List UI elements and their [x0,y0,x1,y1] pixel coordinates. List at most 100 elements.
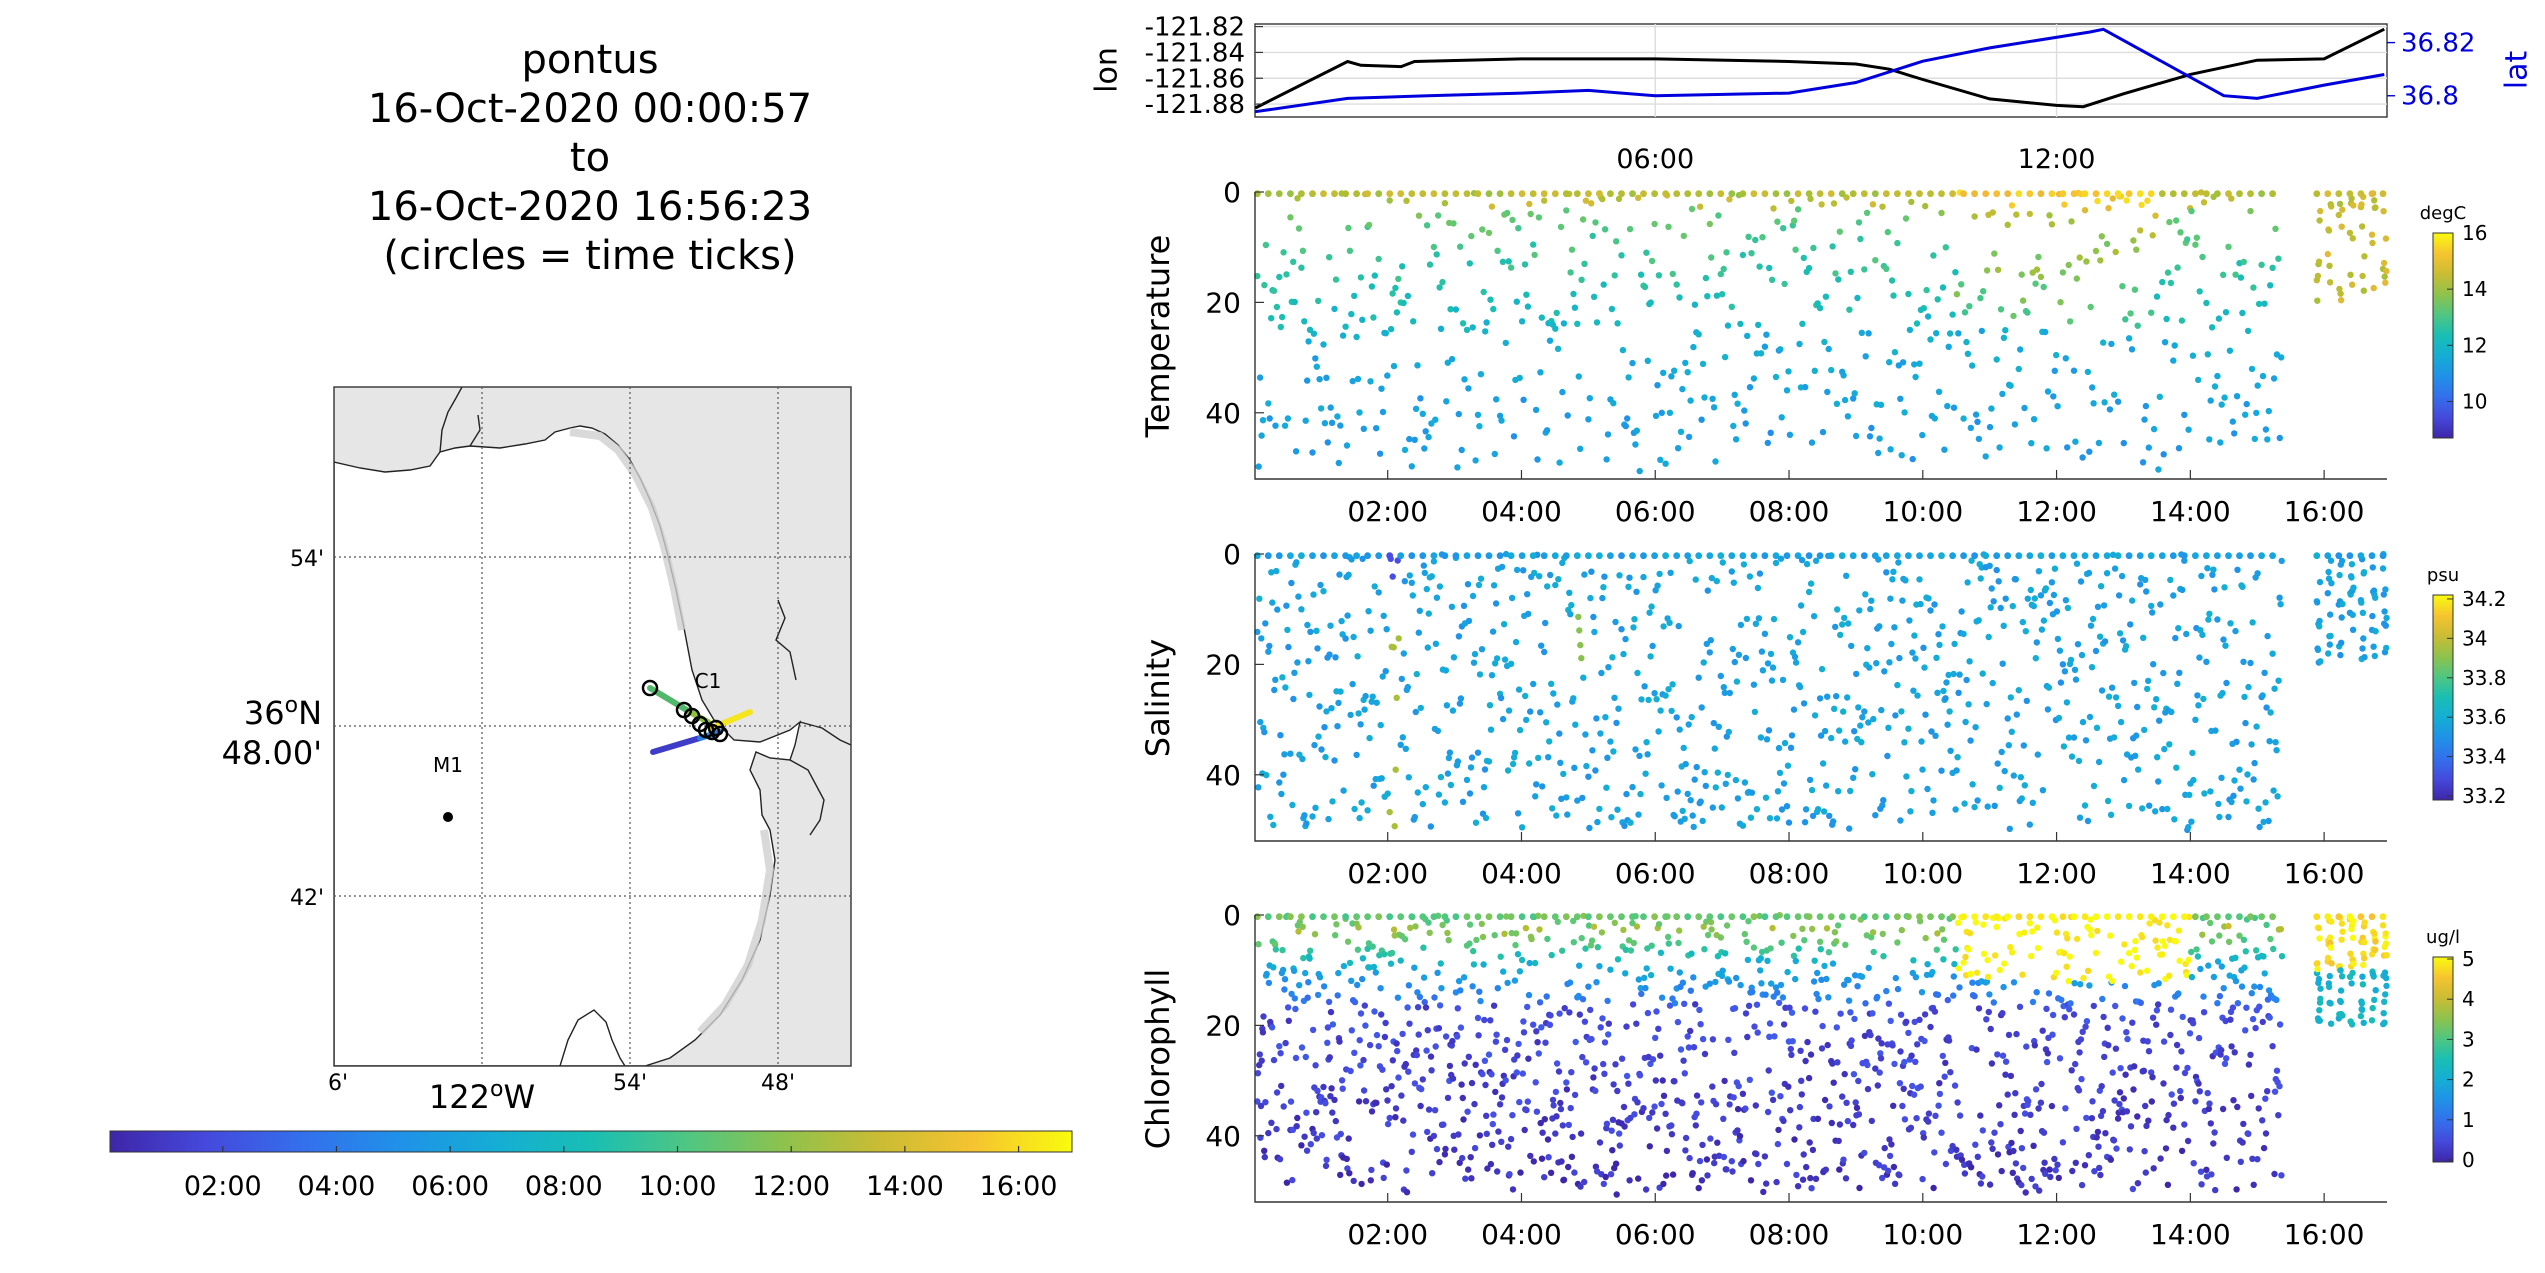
data-point [2092,913,2100,921]
data-point [1784,762,1792,769]
data-point [1818,201,1825,208]
data-point [2166,741,2173,748]
data-point [1405,774,1413,781]
data-point [2212,727,2219,734]
data-point [2234,1103,2241,1111]
data-point [2260,1144,2268,1152]
data-point [2116,630,2124,637]
data-point [1350,633,1357,641]
data-point [1847,787,1854,795]
data-point [2138,201,2145,209]
data-point [1505,258,1512,265]
data-point [2174,680,2181,687]
data-point [1459,1094,1467,1102]
data-point [1431,1107,1439,1114]
data-point [1864,1085,1872,1093]
x-tick-label: 14:00 [2150,857,2231,890]
data-point [1752,236,1759,244]
data-point [1278,790,1285,798]
data-point [2359,1006,2366,1013]
data-point [1397,552,1405,560]
data-point [1588,200,1595,207]
data-point [1490,1111,1497,1118]
data-point [2131,946,2138,954]
map-lat-label-54: 54' [290,547,324,572]
data-point [2223,1154,2230,1162]
data-point [1916,913,1923,921]
data-point [1651,220,1658,228]
data-point [1856,607,1863,614]
data-point [2205,616,2212,623]
data-point [1876,623,1883,630]
data-point [2073,1125,2080,1133]
data-point [1371,1008,1378,1015]
data-point [2192,913,2199,921]
data-point [1983,700,1990,708]
data-point [2059,661,2067,668]
data-point [1699,1035,1707,1043]
data-point [1623,1023,1630,1030]
data-point [2041,1159,2048,1166]
data-point [1291,995,1299,1002]
data-point [1587,1006,1594,1014]
data-point [1494,1168,1501,1175]
data-point [1945,1037,1953,1044]
data-point [1824,388,1831,396]
data-point [1754,1029,1761,1036]
data-point [1807,1051,1815,1058]
data-point [1390,926,1398,933]
data-point [2177,1087,2184,1095]
data-point [1339,332,1347,339]
data-point [1657,949,1665,956]
data-point [1298,1142,1305,1149]
data-point [1955,919,1962,926]
data-point [1827,552,1835,560]
data-point [1435,212,1442,219]
data-point [1902,577,1909,584]
data-point [2143,1122,2150,1130]
data-point [1295,225,1303,232]
data-point [1408,579,1416,586]
data-point [1456,700,1464,707]
data-point [1534,1039,1541,1046]
data-point [1832,270,1839,277]
time-colorbar-tick-label: 08:00 [525,1171,603,1202]
data-point [1841,614,1848,622]
data-point [2099,1107,2107,1115]
data-point [1850,1071,1858,1078]
data-point [1800,254,1808,262]
data-point [1471,1100,1478,1108]
data-point [1578,934,1585,942]
data-point [1886,1152,1894,1160]
data-point [2148,1069,2155,1076]
data-point [2236,932,2243,939]
data-point [2275,1112,2282,1119]
data-point [2005,1031,2013,1039]
data-point [1796,1103,1804,1111]
data-point [1357,1010,1365,1017]
data-point [2225,243,2232,250]
data-point [2063,963,2070,970]
data-point [1379,408,1387,416]
data-point [2348,561,2356,568]
river-outlet-north [439,387,797,681]
data-point [1377,985,1384,992]
data-point [1651,190,1658,198]
data-point [1621,822,1628,830]
data-point [2153,1007,2161,1014]
data-point [2083,258,2090,265]
data-point [2097,1171,2104,1179]
data-point [1518,956,1526,964]
data-point [2131,679,2138,687]
data-point [1744,1033,1751,1041]
data-point [1717,672,1725,680]
data-point [1812,1175,1820,1183]
data-point [1952,946,1959,953]
data-point [1419,913,1427,921]
data-point [1847,1009,1854,1016]
data-point [1421,445,1428,452]
data-point [1401,936,1409,943]
data-point [2064,935,2071,942]
data-point [1681,1000,1688,1007]
